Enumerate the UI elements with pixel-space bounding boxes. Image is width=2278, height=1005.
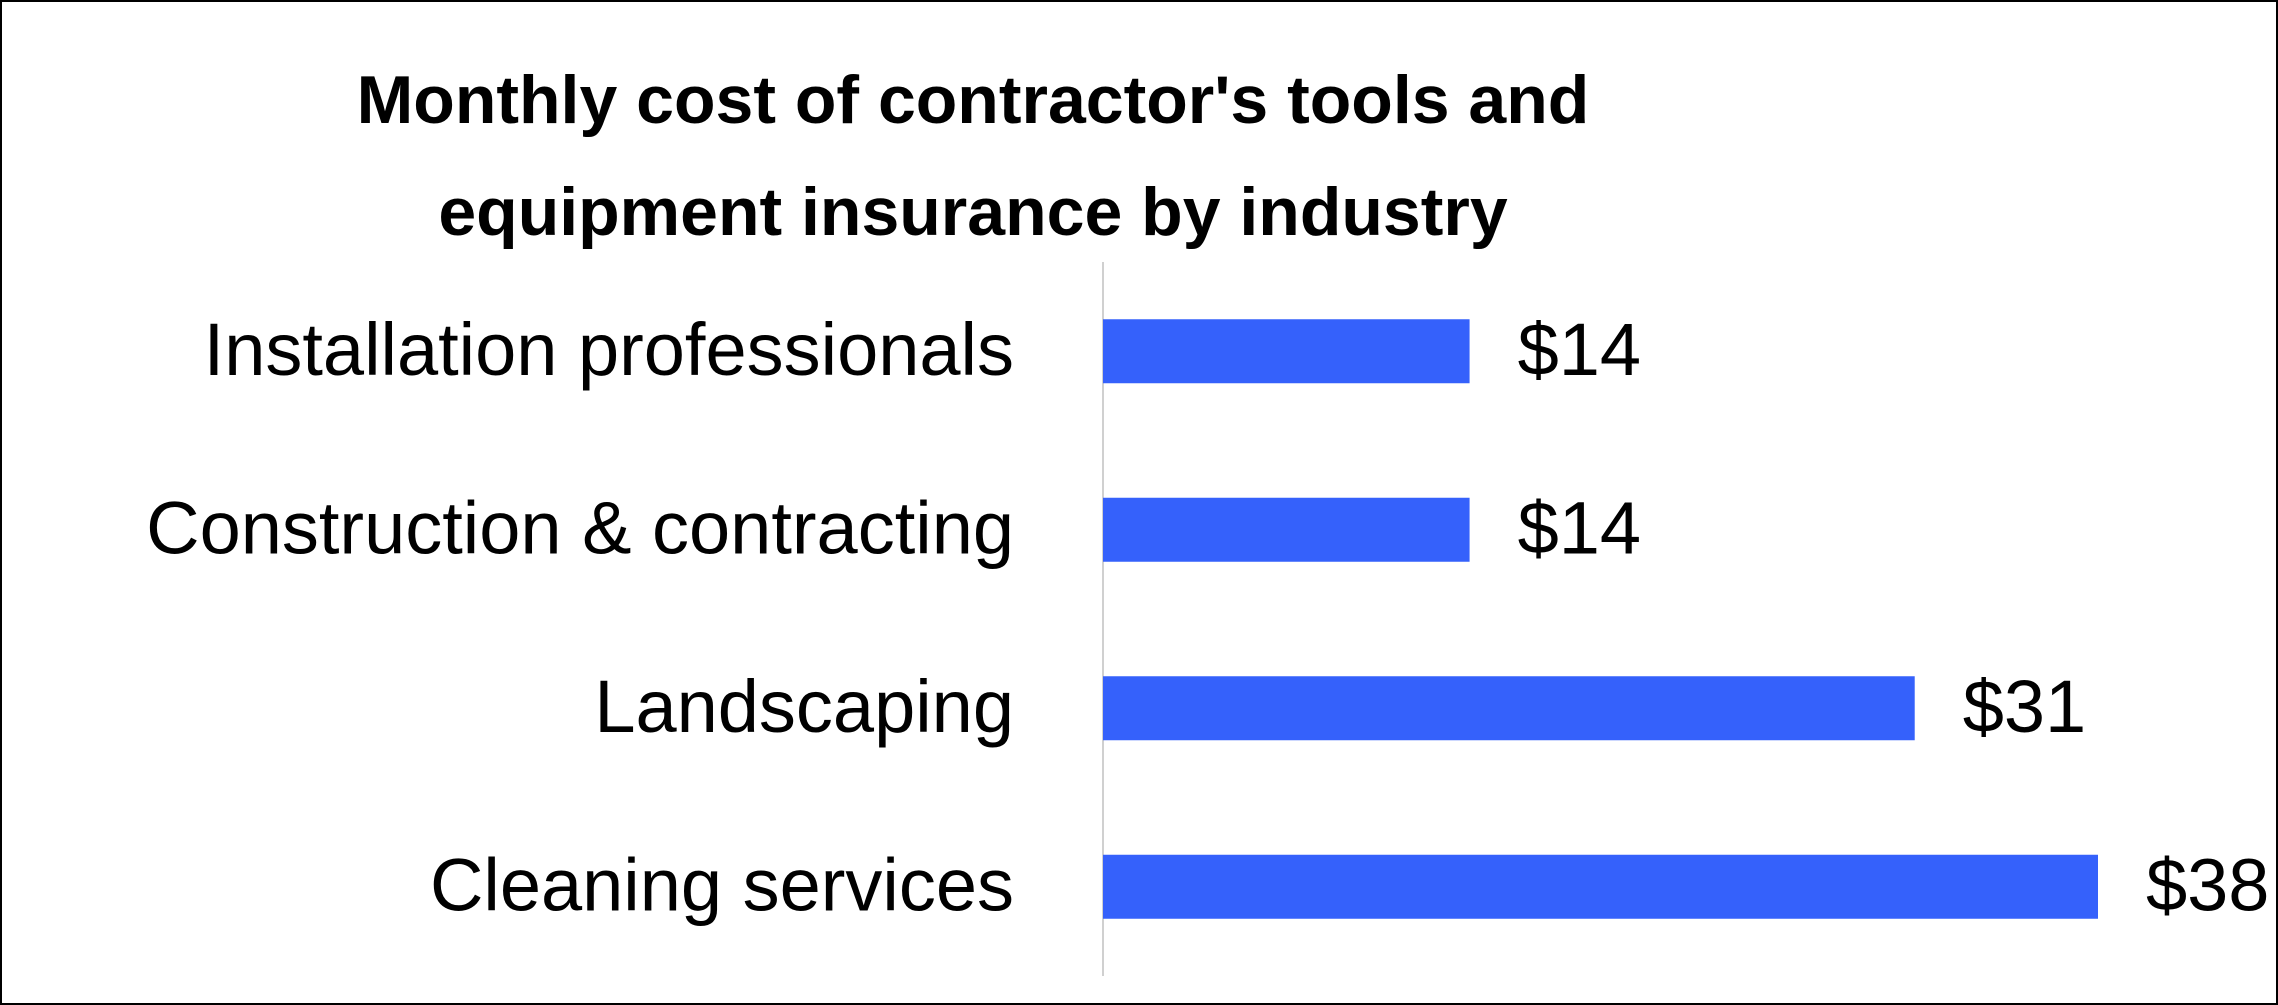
value-label: $31 [1963,665,2086,748]
value-label: $14 [1518,308,1641,391]
value-label: $14 [1518,486,1641,569]
y-tick-label: Construction & contracting [146,486,1014,569]
y-tick-label: Cleaning services [430,843,1014,926]
value-label: $38 [2146,843,2269,926]
bar [1103,854,2098,919]
bar [1103,497,1470,562]
bar [1103,319,1470,384]
y-tick-label: Installation professionals [204,308,1014,391]
bar [1103,676,1915,741]
y-tick-label: Landscaping [594,665,1014,748]
chart-title: Monthly cost of contractor's tools and e… [356,62,1590,250]
